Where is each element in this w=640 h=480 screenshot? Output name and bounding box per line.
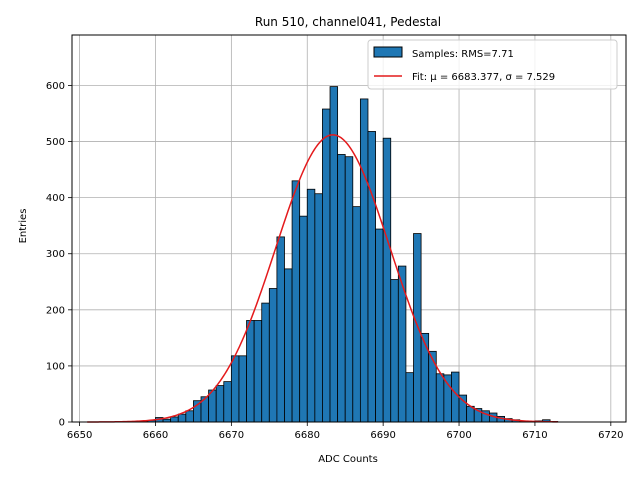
histogram-bar [261,302,270,423]
histogram-bar [405,372,414,423]
histogram-bar [215,385,225,423]
histogram-bar [413,233,422,423]
histogram-bar [375,228,384,423]
histogram-bar [359,98,369,423]
x-tick-label: 6680 [295,430,320,441]
x-tick-label: 6660 [143,430,168,441]
histogram-bar [451,371,460,423]
x-tick-label: 6690 [370,430,395,441]
chart-title: Run 510, channel041, Pedestal [255,15,441,29]
histogram-bar [223,381,232,423]
x-tick-label: 6700 [446,430,471,441]
plot-frame [71,34,627,423]
histogram-bar [329,86,339,423]
histogram-bar [352,206,361,423]
fit-curve [87,134,558,423]
histogram-bar [246,320,255,423]
histogram-bar [322,108,331,423]
histogram-bar [390,279,399,423]
histogram-bar [306,188,316,423]
legend-fit-label: Fit: μ = 6683.377, σ = 7.529 [412,72,555,83]
histogram-bar [435,373,445,423]
legend-histogram-swatch [373,46,403,58]
legend: Samples: RMS=7.71 Fit: μ = 6683.377, σ =… [367,39,618,90]
histogram-bar [177,413,187,423]
y-axis-label: Entries [18,209,29,244]
y-tick-label: 200 [46,305,65,316]
histogram-bar [268,288,278,423]
legend-histogram-label: Samples: RMS=7.71 [412,49,514,60]
y-tick-label: 400 [46,193,65,204]
y-axis-ticks: 0 100 200 300 400 500 600 [46,81,72,429]
histogram-bar [382,137,392,423]
x-axis-ticks: 6650 6660 6670 6680 6690 6700 6710 6720 [67,422,624,441]
legend-box [367,39,618,90]
x-tick-label: 6650 [67,430,92,441]
histogram-bar [367,131,376,423]
histogram-bar [299,215,308,423]
y-tick-label: 600 [46,81,65,92]
histogram-bar [276,236,285,423]
histogram-bars [139,86,559,423]
y-tick-label: 0 [59,418,65,429]
x-axis-label: ADC Counts [318,454,378,465]
histogram-bar [344,156,354,423]
histogram-bar [193,400,202,423]
y-tick-label: 500 [46,137,65,148]
x-tick-label: 6720 [598,430,623,441]
histogram-bar [397,265,407,423]
histogram-bar [170,416,179,423]
histogram-bar [420,332,430,423]
histogram-bar [428,350,437,423]
histogram-bar [284,268,293,423]
y-tick-label: 100 [46,361,65,372]
histogram-bar [291,180,301,423]
y-tick-label: 300 [46,249,65,260]
histogram-bar [337,154,346,423]
histogram-bar [253,320,263,423]
histogram-bar [238,355,247,423]
histogram-bar [458,394,468,423]
histogram-bar [185,410,194,423]
histogram-bar [314,193,323,423]
histogram-bar [443,374,452,423]
x-tick-label: 6670 [219,430,244,441]
x-tick-label: 6710 [522,430,547,441]
histogram-bar [230,355,240,423]
